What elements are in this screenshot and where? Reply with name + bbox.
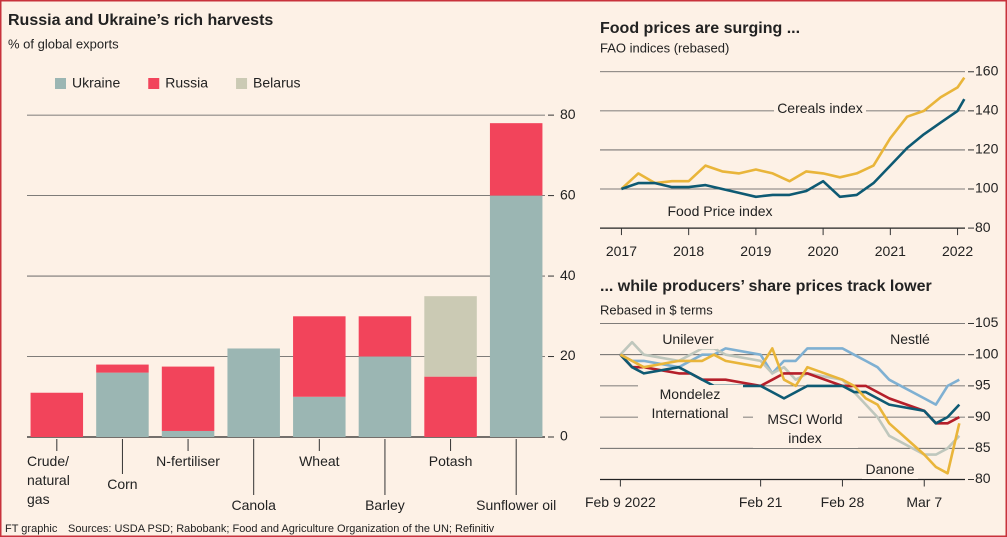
y-tick-label: 80 <box>560 106 576 122</box>
chart-subtitle: % of global exports <box>8 36 119 51</box>
y-tick-label: 105 <box>975 314 999 330</box>
bar-segment <box>161 430 215 437</box>
x-tick-label-box: Canola <box>231 497 276 513</box>
line-series <box>620 98 966 199</box>
bar-segment <box>30 392 84 437</box>
series-label-box: MSCI World index <box>752 410 858 448</box>
x-tick-label-box: Potash <box>428 453 473 469</box>
bar-segment <box>358 356 412 437</box>
x-tick-label: 2021 <box>875 243 906 259</box>
chart-subtitle: Rebased in $ terms <box>600 302 713 317</box>
line-series <box>619 347 960 406</box>
series-label: MSCI World index <box>752 410 858 448</box>
x-tick-label-box: Barley <box>365 497 405 513</box>
x-tick-label-box: Sunflower oil <box>476 497 557 513</box>
bar-segment <box>293 316 346 397</box>
legend-label: Russia <box>165 75 208 91</box>
y-tick-label: 140 <box>975 102 999 118</box>
x-tick-label: 2022 <box>942 243 973 259</box>
series-label: Food Price index <box>664 202 776 221</box>
x-tick-label: N-fertiliser <box>156 453 220 469</box>
series-label-box: Cereals index <box>774 99 866 118</box>
x-tick-label: Mar 7 <box>906 494 942 510</box>
x-tick-label-box: Corn <box>107 476 138 492</box>
series-label-box: Danone <box>862 460 918 479</box>
legend-swatch <box>55 78 66 89</box>
y-tick-label: 90 <box>975 408 991 424</box>
series-label: Unilever <box>659 330 717 349</box>
x-tick-label: 2019 <box>740 243 771 259</box>
legend-label: Ukraine <box>72 75 120 91</box>
series-label-box: Unilever <box>659 330 717 349</box>
x-tick-label: 2018 <box>673 243 704 259</box>
y-tick-label: 100 <box>975 180 999 196</box>
chart-title: Russia and Ukraine’s rich harvests <box>8 12 273 29</box>
chart-title: Food prices are surging ... <box>600 20 800 37</box>
y-tick-label: 120 <box>975 141 999 157</box>
x-tick-label-box: Wheat <box>299 453 340 469</box>
series-label: Mondelez International <box>637 385 743 423</box>
line-series <box>619 353 960 425</box>
line-series <box>619 353 961 425</box>
line-series <box>619 347 961 475</box>
x-tick-label: Feb 9 2022 <box>585 494 656 510</box>
bar-segment <box>96 372 149 437</box>
chart-title: ... while producers’ share prices track … <box>600 278 932 295</box>
bar-segment <box>161 366 215 431</box>
bar-segment <box>96 364 149 373</box>
y-tick-label: 100 <box>975 345 999 361</box>
x-tick-label: Barley <box>365 497 405 513</box>
y-tick-label: 80 <box>975 219 991 235</box>
bar-segment <box>424 376 477 437</box>
series-label: Cereals index <box>774 99 866 118</box>
x-tick-label: Wheat <box>299 453 340 469</box>
series-label: Nestlé <box>887 330 933 349</box>
bar-segment <box>489 123 543 196</box>
x-tick-label: Sunflower oil <box>476 497 557 513</box>
legend-swatch <box>148 78 160 89</box>
x-tick-label: Potash <box>428 453 473 469</box>
series-label-box: Nestlé <box>887 330 933 349</box>
series-label-box: Food Price index <box>664 202 776 221</box>
y-tick-label: 0 <box>560 428 568 444</box>
x-tick-label-box: N-fertiliser <box>156 453 220 469</box>
y-tick-label: 95 <box>975 377 991 393</box>
series-label-box: Mondelez International <box>637 385 743 423</box>
x-tick-label: Corn <box>107 476 138 492</box>
y-tick-label: 60 <box>560 186 576 202</box>
credit: FT graphic <box>5 523 58 535</box>
y-tick-label: 40 <box>560 267 576 283</box>
y-tick-label: 160 <box>975 62 999 78</box>
series-label: Danone <box>862 460 918 479</box>
x-tick-label: 2020 <box>808 243 839 259</box>
source: Sources: USDA PSD; Rabobank; Food and Ag… <box>68 523 495 535</box>
bar-segment <box>489 195 543 437</box>
bar-segment <box>293 396 346 437</box>
y-tick-label: 80 <box>975 470 991 486</box>
x-tick-label: Canola <box>231 497 276 513</box>
y-tick-label: 20 <box>560 347 576 363</box>
y-tick-label: 85 <box>975 439 991 455</box>
bar-segment <box>227 348 280 437</box>
x-tick-label: Feb 21 <box>739 494 783 510</box>
legend-swatch <box>236 78 248 89</box>
x-tick-label: Crude/ natural gas <box>27 453 70 507</box>
chart-subtitle: FAO indices (rebased) <box>600 40 729 55</box>
x-tick-label: Feb 28 <box>821 494 865 510</box>
bar-segment <box>358 316 412 357</box>
x-tick-label-box: Crude/ natural gas <box>27 453 70 507</box>
legend-label: Belarus <box>253 75 300 91</box>
line-series <box>620 76 966 190</box>
bar-segment <box>424 296 477 377</box>
x-tick-label: 2017 <box>606 243 637 259</box>
